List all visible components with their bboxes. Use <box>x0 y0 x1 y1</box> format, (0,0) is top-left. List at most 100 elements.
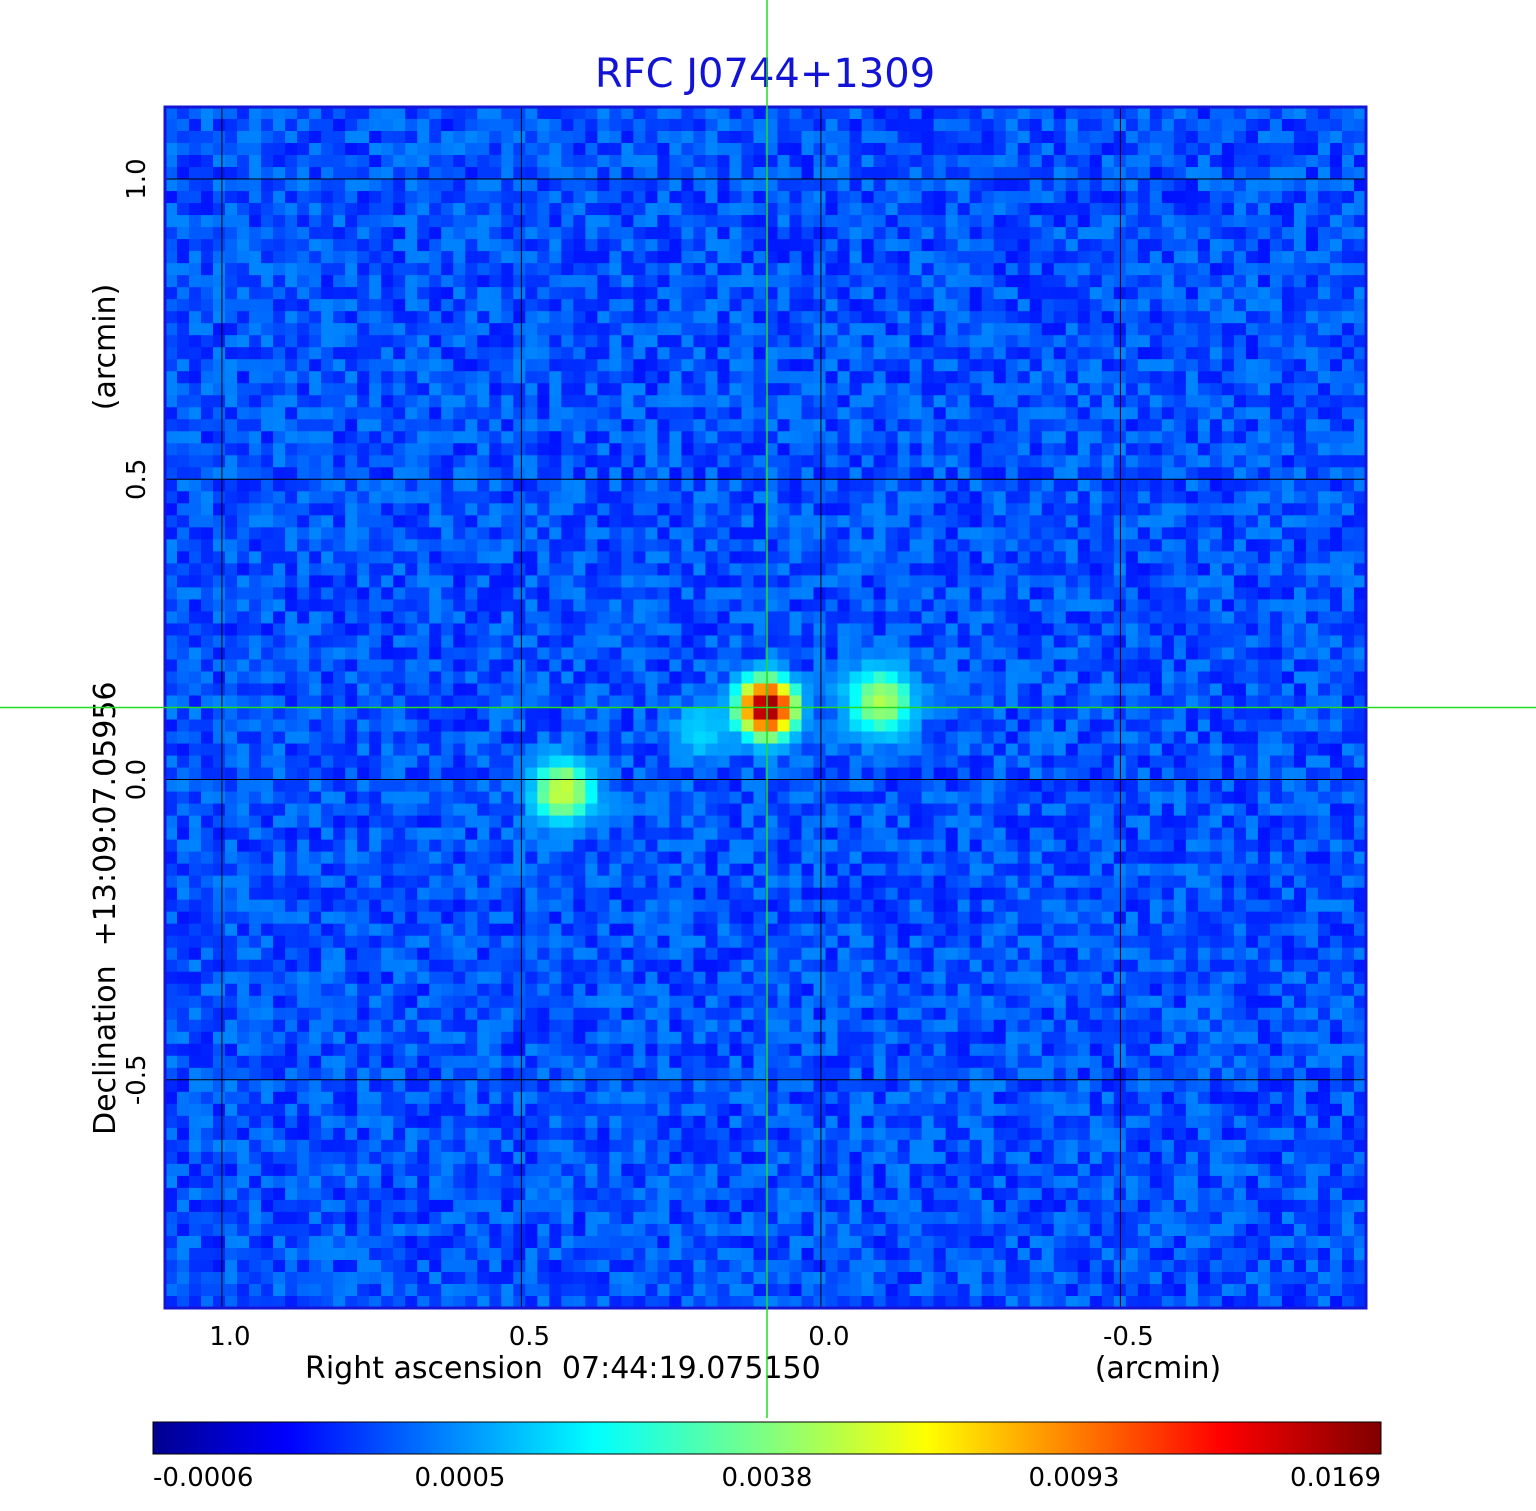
flux-pixel <box>1161 575 1175 588</box>
flux-pixel <box>249 299 262 312</box>
flux-pixel <box>165 443 178 456</box>
flux-pixel <box>213 659 226 673</box>
flux-pixel <box>261 479 274 492</box>
flux-pixel <box>417 107 430 120</box>
flux-pixel <box>357 383 370 396</box>
flux-pixel <box>1257 155 1271 168</box>
flux-pixel <box>693 515 707 528</box>
flux-pixel <box>1221 575 1235 588</box>
flux-pixel <box>237 215 250 228</box>
flux-pixel <box>357 587 370 601</box>
flux-pixel <box>957 131 971 144</box>
flux-pixel <box>897 431 911 444</box>
flux-pixel <box>657 323 671 336</box>
flux-pixel <box>1185 443 1199 456</box>
flux-pixel <box>981 251 995 264</box>
flux-pixel <box>993 635 1007 649</box>
flux-pixel <box>573 491 586 504</box>
flux-pixel <box>825 563 839 576</box>
flux-pixel <box>285 515 298 528</box>
flux-pixel <box>777 395 791 408</box>
flux-pixel <box>1125 647 1139 661</box>
flux-pixel <box>765 215 779 228</box>
flux-pixel <box>1137 275 1151 288</box>
flux-pixel <box>189 251 202 264</box>
flux-pixel <box>441 455 454 468</box>
flux-pixel <box>573 167 586 180</box>
flux-pixel <box>561 515 574 528</box>
flux-pixel <box>657 299 671 312</box>
flux-pixel <box>1233 527 1247 540</box>
flux-pixel <box>561 155 574 168</box>
flux-pixel <box>453 203 466 216</box>
flux-pixel <box>405 419 418 432</box>
flux-pixel <box>1305 467 1319 480</box>
flux-pixel <box>561 239 574 252</box>
flux-pixel <box>1341 227 1355 240</box>
flux-pixel <box>201 359 214 372</box>
flux-pixel <box>1017 575 1031 588</box>
flux-pixel <box>669 503 683 516</box>
flux-pixel <box>429 335 442 348</box>
flux-pixel <box>405 635 418 649</box>
flux-pixel <box>1221 647 1235 661</box>
flux-pixel <box>729 251 743 264</box>
flux-pixel <box>381 623 394 637</box>
flux-pixel <box>585 443 598 456</box>
flux-pixel <box>429 371 442 384</box>
flux-pixel <box>405 467 418 480</box>
flux-pixel <box>981 575 995 588</box>
flux-pixel <box>261 227 274 240</box>
flux-pixel <box>621 203 634 216</box>
flux-pixel <box>477 455 490 468</box>
flux-pixel <box>285 131 298 144</box>
flux-pixel <box>513 539 526 552</box>
flux-pixel <box>1077 239 1091 252</box>
flux-pixel <box>1221 683 1235 697</box>
flux-pixel <box>213 455 226 468</box>
flux-pixel <box>1173 587 1187 601</box>
flux-pixel <box>765 275 779 288</box>
flux-pixel <box>165 275 178 288</box>
flux-pixel <box>525 635 538 649</box>
flux-pixel <box>381 515 394 528</box>
flux-pixel <box>897 239 911 252</box>
flux-pixel <box>477 407 490 420</box>
flux-pixel <box>1221 587 1235 601</box>
flux-pixel <box>681 443 695 456</box>
flux-pixel <box>201 695 214 709</box>
flux-pixel <box>513 659 526 673</box>
flux-pixel <box>717 359 731 372</box>
flux-pixel <box>969 551 983 564</box>
flux-pixel <box>1101 683 1115 697</box>
flux-pixel <box>357 467 370 480</box>
flux-pixel <box>969 371 983 384</box>
flux-pixel <box>633 215 646 228</box>
flux-pixel <box>681 551 695 564</box>
flux-pixel <box>681 107 695 120</box>
flux-pixel <box>765 587 779 601</box>
flux-pixel <box>1041 323 1055 336</box>
flux-pixel <box>537 179 550 192</box>
flux-pixel <box>1101 443 1115 456</box>
flux-pixel <box>1293 551 1307 564</box>
flux-pixel <box>189 335 202 348</box>
flux-pixel <box>621 179 634 192</box>
flux-pixel <box>189 695 202 709</box>
flux-pixel <box>405 155 418 168</box>
flux-pixel <box>417 683 430 697</box>
flux-pixel <box>525 647 538 661</box>
flux-pixel <box>1005 431 1019 444</box>
flux-pixel <box>189 551 202 564</box>
flux-pixel <box>1245 131 1259 144</box>
flux-pixel <box>1065 431 1079 444</box>
flux-pixel <box>717 383 731 396</box>
flux-pixel <box>705 239 719 252</box>
flux-pixel <box>1101 431 1115 444</box>
flux-pixel <box>561 227 574 240</box>
flux-pixel <box>213 683 226 697</box>
flux-pixel <box>765 191 779 204</box>
flux-pixel <box>393 551 406 564</box>
flux-pixel <box>1053 215 1067 228</box>
flux-pixel <box>1149 407 1163 420</box>
